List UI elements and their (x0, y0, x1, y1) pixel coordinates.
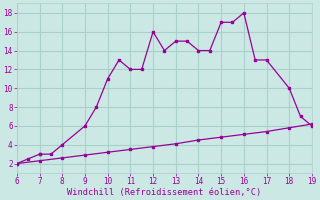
X-axis label: Windchill (Refroidissement éolien,°C): Windchill (Refroidissement éolien,°C) (67, 188, 261, 197)
